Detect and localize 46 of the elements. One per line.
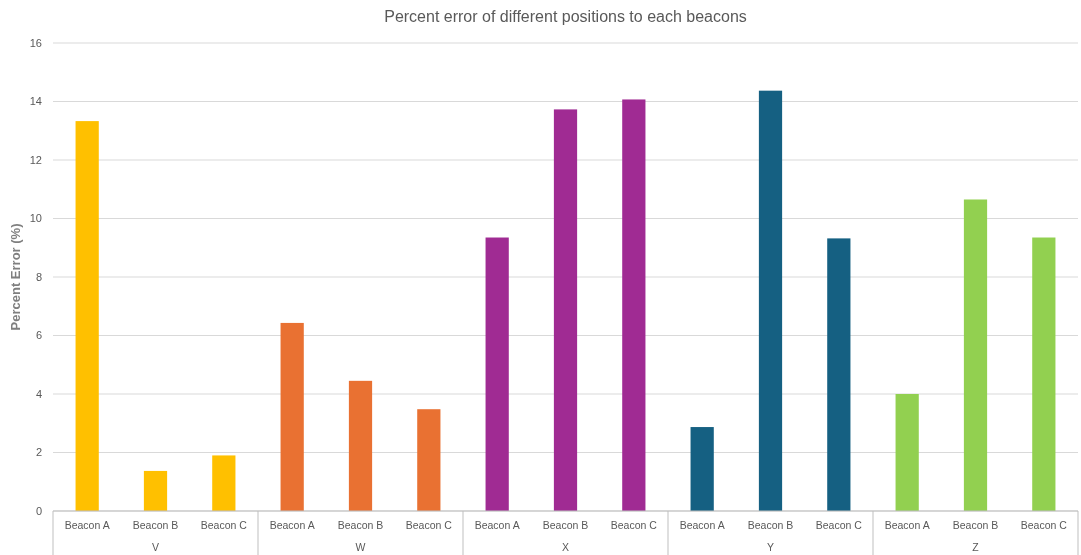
x-tick-label: Beacon A <box>679 519 725 531</box>
x-tick-label: Beacon B <box>542 519 589 531</box>
bar <box>143 470 168 511</box>
y-tick-label: 12 <box>29 153 42 166</box>
x-tick-label: Beacon C <box>200 519 248 531</box>
x-tick-label: Beacon B <box>132 519 179 531</box>
bar <box>758 90 783 511</box>
x-tick-label: Beacon A <box>269 519 315 531</box>
y-tick-label: 6 <box>35 329 42 342</box>
y-tick-label: 16 <box>29 36 42 49</box>
bar <box>75 121 99 511</box>
y-tick-label: 10 <box>29 212 42 225</box>
bar <box>827 238 851 511</box>
bar <box>690 427 714 511</box>
x-tick-label: Beacon B <box>747 519 794 531</box>
bar <box>553 109 578 511</box>
bar <box>280 322 304 511</box>
y-tick-label: 2 <box>35 446 42 459</box>
bar <box>417 409 441 511</box>
x-tick-label: Beacon B <box>337 519 384 531</box>
y-tick-label: 8 <box>35 270 42 283</box>
text: Y <box>766 541 775 553</box>
text: V <box>151 541 160 553</box>
text: W <box>355 541 366 553</box>
bar <box>963 199 988 511</box>
x-tick-label: Beacon A <box>64 519 110 531</box>
bar <box>895 394 919 511</box>
y-tick-label: 0 <box>35 504 42 517</box>
chart-title: Percent error of different positions to each beacons <box>384 8 747 25</box>
y-tick-label: 4 <box>35 387 42 400</box>
bar <box>1032 237 1056 511</box>
x-tick-label: Beacon A <box>884 519 930 531</box>
bar <box>622 99 646 511</box>
x-tick-label: Beacon A <box>474 519 520 531</box>
y-tick-label: 14 <box>29 95 42 108</box>
bar <box>485 237 509 511</box>
text: Z <box>972 541 980 553</box>
bar <box>212 455 236 511</box>
y-axis-title: Percent Error (%) <box>8 223 23 331</box>
x-tick-label: Beacon C <box>1020 519 1068 531</box>
x-tick-label: Beacon B <box>952 519 999 531</box>
x-tick-label: Beacon C <box>405 519 453 531</box>
x-tick-label: Beacon C <box>815 519 863 531</box>
bar <box>348 380 373 511</box>
text: X <box>561 541 570 553</box>
x-tick-label: Beacon C <box>610 519 658 531</box>
